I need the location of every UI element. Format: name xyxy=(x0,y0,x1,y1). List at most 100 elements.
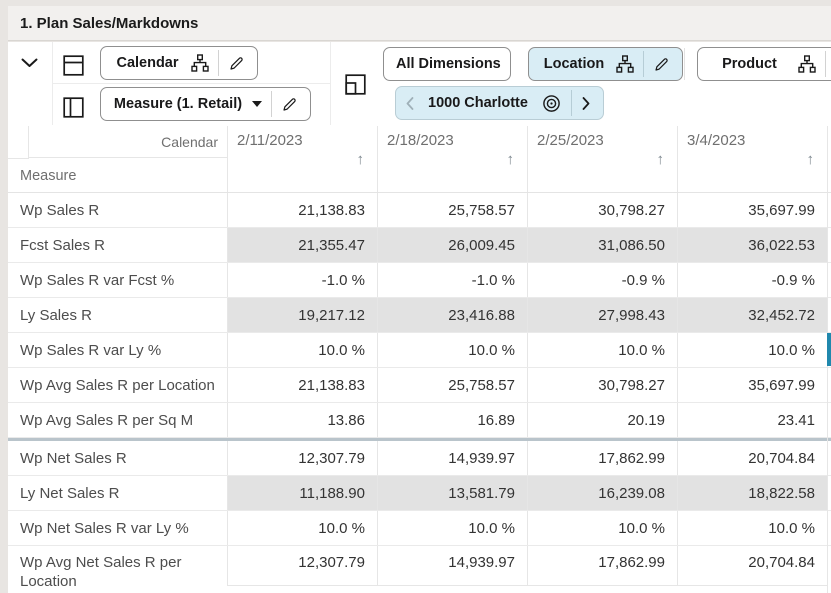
button-divider xyxy=(825,51,826,77)
grid-cell[interactable]: 13,581.79 xyxy=(377,476,527,510)
row-header[interactable]: Wp Net Sales R xyxy=(20,449,127,467)
grid-cell[interactable]: -0.9 % xyxy=(527,263,677,297)
chevron-left-icon[interactable] xyxy=(406,96,414,110)
location-dimension-button[interactable]: Location xyxy=(528,47,683,81)
row-header[interactable]: Wp Net Sales R var Ly % xyxy=(20,519,189,537)
grid-cell[interactable]: 10.0 % xyxy=(677,511,827,545)
grid-cell[interactable]: 16,239.08 xyxy=(527,476,677,510)
table-row: Fcst Sales R 21,355.47 26,009.45 31,086.… xyxy=(8,228,831,263)
grid-cell[interactable]: 30,798.27 xyxy=(527,368,677,402)
grid-cell[interactable]: 11,188.90 xyxy=(227,476,377,510)
target-icon[interactable] xyxy=(542,94,561,113)
grid-cell[interactable]: 10.0 % xyxy=(377,333,527,367)
edit-pencil-icon[interactable] xyxy=(281,96,298,113)
grid-cell[interactable]: 21,138.83 xyxy=(227,368,377,402)
row-header[interactable]: Wp Avg Net Sales R per Location xyxy=(20,554,182,590)
grid-cell[interactable]: 27,998.43 xyxy=(527,298,677,332)
grid-cell[interactable]: 25,758.57 xyxy=(377,193,527,227)
grid-cell[interactable]: 20,704.84 xyxy=(677,441,827,475)
row-header[interactable]: Wp Sales R xyxy=(20,201,100,219)
hierarchy-icon[interactable] xyxy=(798,55,816,73)
sort-ascending-icon[interactable]: ↑ xyxy=(356,151,365,168)
page-layout-icon[interactable] xyxy=(345,74,366,95)
grid-cell[interactable]: 23.41 xyxy=(677,403,827,437)
row-header[interactable]: Wp Avg Sales R per Location xyxy=(20,376,215,394)
sort-ascending-icon[interactable]: ↑ xyxy=(506,151,515,168)
grid-cell[interactable]: 12,307.79 xyxy=(227,546,377,586)
column-header-label: 2/11/2023 xyxy=(237,132,303,149)
table-row: Ly Net Sales R 11,188.90 13,581.79 16,23… xyxy=(8,476,831,511)
row-header[interactable]: Wp Sales R var Ly % xyxy=(20,341,162,359)
grid-cell[interactable]: 35,697.99 xyxy=(677,193,827,227)
grid-cell[interactable]: -1.0 % xyxy=(377,263,527,297)
grid-cell[interactable]: 10.0 % xyxy=(677,333,827,367)
grid-cell[interactable]: 21,355.47 xyxy=(227,228,377,262)
grid-cell[interactable]: 10.0 % xyxy=(377,511,527,545)
grid-cell[interactable]: 21,138.83 xyxy=(227,193,377,227)
grid-cell[interactable]: 26,009.45 xyxy=(377,228,527,262)
grid-cell[interactable]: 10.0 % xyxy=(227,511,377,545)
column-dimension-corner: Calendar xyxy=(28,126,227,158)
table-row: Wp Avg Sales R per Location 21,138.83 25… xyxy=(8,368,831,403)
column-dimension-label: Calendar xyxy=(161,133,218,150)
row-header[interactable]: Wp Sales R var Fcst % xyxy=(20,271,175,289)
grid-cell[interactable]: 30,798.27 xyxy=(527,193,677,227)
all-dimensions-button[interactable]: All Dimensions xyxy=(383,47,511,81)
row-header[interactable]: Fcst Sales R xyxy=(20,236,106,254)
hierarchy-icon[interactable] xyxy=(191,54,209,72)
column-header[interactable]: 2/18/2023 ↑ xyxy=(377,126,527,192)
table-row: Wp Avg Net Sales R per Location 12,307.7… xyxy=(8,546,831,593)
column-header-label: 2/25/2023 xyxy=(537,132,604,149)
grid-cell[interactable]: 23,416.88 xyxy=(377,298,527,332)
row-header[interactable]: Wp Avg Sales R per Sq M xyxy=(20,411,194,429)
page-position-selector[interactable]: 1000 Charlotte xyxy=(395,86,604,120)
product-label: Product xyxy=(722,56,777,72)
row-dimension-corner: Measure xyxy=(8,159,227,192)
grid-cell[interactable]: 31,086.50 xyxy=(527,228,677,262)
row-header[interactable]: Ly Sales R xyxy=(20,306,92,324)
sort-ascending-icon[interactable]: ↑ xyxy=(656,151,665,168)
sort-ascending-icon[interactable]: ↑ xyxy=(806,151,815,168)
grid-cell[interactable]: -0.9 % xyxy=(677,263,827,297)
columns-axis-button[interactable]: Measure (1. Retail) xyxy=(100,87,311,121)
grid-cell[interactable]: 12,307.79 xyxy=(227,441,377,475)
grid-cell[interactable]: 18,822.58 xyxy=(677,476,827,510)
column-header-label: 3/4/2023 xyxy=(687,132,746,149)
column-header[interactable]: 2/11/2023 ↑ xyxy=(227,126,377,192)
edit-pencil-icon[interactable] xyxy=(228,55,245,72)
grid-cell[interactable]: -1.0 % xyxy=(227,263,377,297)
product-dimension-button[interactable]: Product xyxy=(697,47,831,81)
table-row: Wp Net Sales R var Ly % 10.0 % 10.0 % 10… xyxy=(8,511,831,546)
grid-cell[interactable]: 14,939.97 xyxy=(377,546,527,586)
grid-cell[interactable]: 19,217.12 xyxy=(227,298,377,332)
grid-cell[interactable]: 10.0 % xyxy=(527,511,677,545)
grid-cell[interactable]: 36,022.53 xyxy=(677,228,827,262)
column-header[interactable]: 3/4/2023 ↑ xyxy=(677,126,827,192)
grid-cell[interactable]: 17,862.99 xyxy=(527,441,677,475)
grid-cell[interactable]: 10.0 % xyxy=(527,333,677,367)
toolbar-divider xyxy=(330,42,331,125)
grid-cell[interactable]: 25,758.57 xyxy=(377,368,527,402)
grid-cell[interactable]: 17,862.99 xyxy=(527,546,677,586)
table-row: Wp Sales R 21,138.83 25,758.57 30,798.27… xyxy=(8,193,831,228)
grid-cell[interactable]: 14,939.97 xyxy=(377,441,527,475)
chevron-right-icon[interactable] xyxy=(582,96,590,110)
grid-cell[interactable]: 10.0 % xyxy=(227,333,377,367)
grid-cell[interactable]: 16.89 xyxy=(377,403,527,437)
collapse-chevron-icon[interactable] xyxy=(21,58,38,68)
header-gutter-cell xyxy=(8,126,29,159)
edit-pencil-icon[interactable] xyxy=(653,56,670,73)
grid-cell[interactable]: 20.19 xyxy=(527,403,677,437)
page-position-label: 1000 Charlotte xyxy=(428,95,528,111)
rows-axis-button[interactable]: Calendar xyxy=(100,46,258,80)
grid-cell[interactable]: 20,704.84 xyxy=(677,546,827,586)
column-header-label: 2/18/2023 xyxy=(387,132,454,149)
hierarchy-icon[interactable] xyxy=(616,55,634,73)
column-header[interactable]: 2/25/2023 ↑ xyxy=(527,126,677,192)
caret-down-icon[interactable] xyxy=(252,101,262,107)
grid-cell[interactable]: 13.86 xyxy=(227,403,377,437)
grid-cell[interactable]: 35,697.99 xyxy=(677,368,827,402)
row-header[interactable]: Ly Net Sales R xyxy=(20,484,120,502)
location-label: Location xyxy=(543,56,605,72)
grid-cell[interactable]: 32,452.72 xyxy=(677,298,827,332)
